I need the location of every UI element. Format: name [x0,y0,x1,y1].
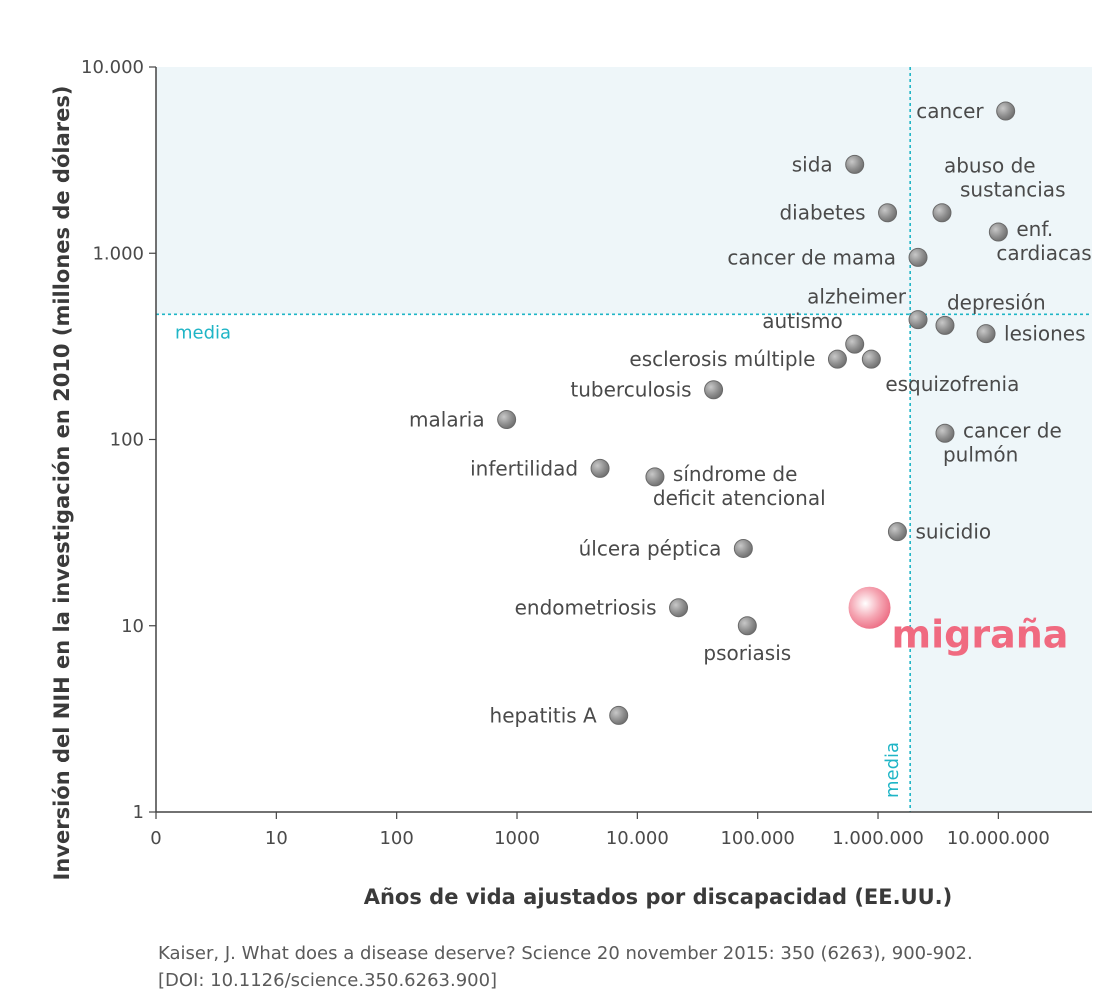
y-tick-label: 10.000 [81,57,144,78]
data-point [988,222,1008,242]
y-tick-label: 100 [110,430,144,451]
axes: 0 10 100 1000 10.000 100.000 1.000.000 10.000.0… [81,57,1092,849]
data-point [861,349,881,369]
data-point [887,522,907,542]
data-point-label: úlcera péptica [579,536,722,560]
data-point [932,203,952,223]
data-point-label: infertilidad [470,456,578,480]
data-point [590,458,610,478]
data-point-label: alzheimer [807,285,907,309]
y-tick-label: 1 [133,802,144,823]
data-point-label: deficit atencional [653,486,826,510]
data-point-label: cancer de [963,418,1062,442]
citation: Kaiser, J. What does a disease deserve? … [158,940,1078,994]
x-tick-label: 0 [150,828,161,849]
data-point [878,203,898,223]
x-axis-title: Años de vida ajustados por discapacidad … [364,885,953,909]
data-point-label: síndrome de [673,462,798,486]
y-axis-title: Inversión del NIH en la investigación en… [50,86,74,881]
shade-above-median [156,67,1092,315]
data-point [976,324,996,344]
x-tick-label: 1.000.000 [832,828,924,849]
data-point-label: esquizofrenia [885,372,1019,396]
y-tick-label: 1.000 [92,243,144,264]
citation-line-1: Kaiser, J. What does a disease deserve? … [158,943,973,964]
shade-right-of-median [910,314,1092,812]
highlight-point [848,586,891,629]
data-point-label: psoriasis [703,641,791,665]
data-point [908,310,928,330]
x-tick-label: 10 [265,828,288,849]
median-lines: media media [156,67,1092,812]
x-tick-label: 10.000 [606,828,669,849]
data-point-label: sida [792,152,833,176]
highlight-label: migraña [892,613,1069,657]
citation-line-2: [DOI: 10.1126/science.350.6263.900] [158,970,498,991]
data-point-label: sustancias [960,178,1066,202]
data-point-label: tuberculosis [570,378,691,402]
data-point-label: cancer de mama [727,245,896,269]
data-point [669,598,689,618]
data-point [996,101,1016,121]
data-point-label: cancer [916,99,984,123]
data-point-label: depresión [947,290,1046,314]
data-point-label: autismo [762,309,842,333]
x-tick-label: 100.000 [720,828,794,849]
data-point-label: lesiones [1004,322,1085,346]
data-point [609,705,629,725]
data-point [845,154,865,174]
median-label-y: media [175,322,231,343]
axis-titles: Años de vida ajustados por discapacidad … [50,86,952,909]
median-label-x: media [882,742,903,798]
data-point-label: esclerosis múltiple [629,347,815,371]
data-point [733,538,753,558]
data-point-label: cardiacas [996,241,1091,265]
y-tick-label: 10 [121,616,144,637]
data-point [497,410,517,430]
data-point-label: suicidio [915,520,991,544]
data-point-label: enf. [1016,217,1053,241]
data-point [645,467,665,487]
quadrant-shading [156,67,1092,812]
data-point-label: hepatitis A [490,703,598,727]
data-point [827,349,847,369]
x-tick-label: 1000 [494,828,540,849]
x-tick-label: 10.000.000 [947,828,1050,849]
scatter-chart: media media 0 10 100 1000 10.000 100.000 1.000.… [50,57,1092,909]
data-point-label: malaria [409,408,485,432]
data-point [935,423,955,443]
data-point [845,334,865,354]
data-point-label: diabetes [779,201,865,225]
data-point-label: pulmón [943,442,1018,466]
data-point-label: abuso de [944,154,1036,178]
data-point [737,616,757,636]
data-point [908,247,928,267]
data-point-label: endometriosis [515,596,657,620]
data-point [935,315,955,335]
x-tick-label: 100 [379,828,413,849]
data-point [704,380,724,400]
